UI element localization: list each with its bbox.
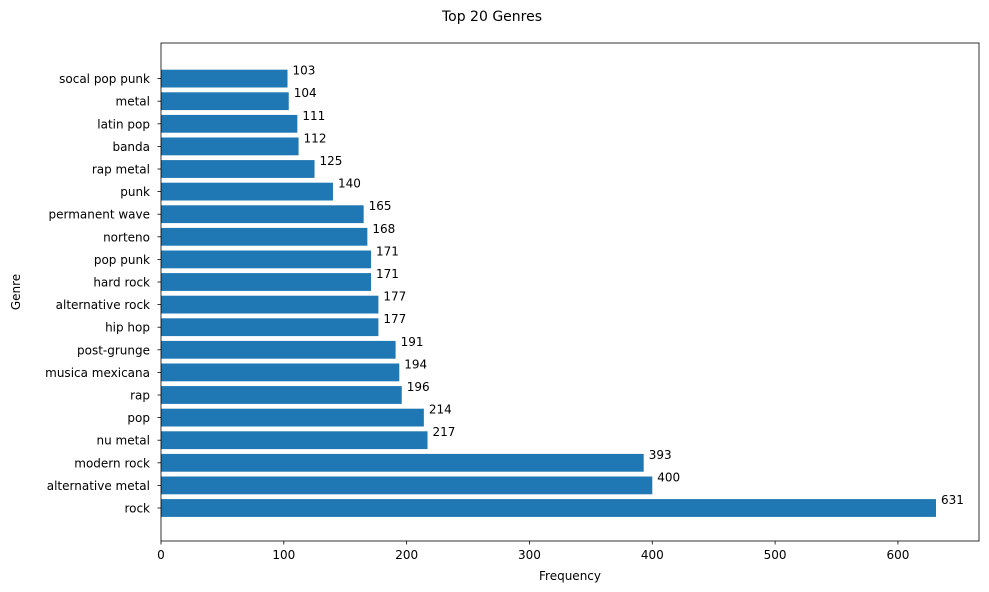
bar-value-label: 165 [369,199,392,213]
bar-value-label: 194 [404,357,427,371]
y-tick-label: latin pop [97,117,150,131]
y-tick-label: rock [124,502,150,516]
plot-frame [160,42,980,542]
bar [161,386,402,404]
y-tick-label: pop punk [94,253,150,267]
bars-layer [161,69,937,517]
bar [161,137,299,156]
bar [161,453,644,472]
bar [161,69,288,88]
bar-value-label: 191 [401,335,424,349]
bar-value-label: 140 [338,177,361,191]
y-tick-label: alternative rock [56,298,150,312]
x-axis-label: Frequency [539,569,601,583]
bar-value-label: 214 [429,403,452,417]
bar-value-label: 631 [941,493,964,507]
bar [161,273,372,291]
bar [161,499,937,517]
bar [161,295,379,314]
bar-value-label: 196 [407,380,430,394]
x-tick-label: 100 [272,548,295,562]
value-labels-layer: 631 400 393 217 214 196 194 191 177 177 171 171 168 1… [293,64,964,507]
bar-value-label: 217 [433,425,456,439]
y-tick-label: nu metal [97,434,151,448]
y-tick-label: hip hop [105,321,150,335]
y-tick-label: modern rock [74,456,150,470]
bar-value-label: 177 [383,312,406,326]
bar [161,92,289,111]
y-tick-label: alternative metal [47,479,150,493]
y-tick-label: rap [130,389,150,403]
bar-value-label: 111 [302,109,325,123]
y-tick-label: pop [127,411,150,425]
x-tick-label: 200 [395,548,418,562]
y-tick-label: musica mexicana [45,366,150,380]
x-tick-label: 300 [518,548,541,562]
y-tick-label: rap metal [92,163,150,177]
y-tick-label: hard rock [93,276,150,290]
bar [161,160,315,178]
bar-value-label: 177 [383,290,406,304]
bar-value-label: 171 [376,244,399,258]
y-tick-label: norteno [103,230,150,244]
bar-value-label: 171 [376,267,399,281]
bar [161,363,400,382]
y-tick-label: banda [112,140,150,154]
bar [161,250,372,269]
x-tick-label: 400 [641,548,664,562]
bar [161,476,653,495]
x-tick-label: 600 [886,548,909,562]
x-axis-ticks: 0 100 200 300 400 500 600 [157,541,909,562]
bar [161,114,298,133]
bar [161,205,364,224]
y-tick-label: metal [116,95,150,109]
bar [161,318,379,337]
y-tick-label: permanent wave [48,208,150,222]
chart-title: Top 20 Genres [441,9,542,25]
bar-value-label: 168 [372,222,395,236]
y-tick-label: socal pop punk [59,72,150,86]
y-tick-label: punk [120,185,150,199]
y-axis-label: Genre [9,274,23,310]
bar [161,227,368,246]
x-tick-label: 0 [157,548,165,562]
bar-value-label: 125 [320,154,343,168]
bar-value-label: 112 [304,131,327,145]
bar-value-label: 104 [294,86,317,100]
bar [161,408,424,427]
bar [161,340,396,359]
y-tick-label: post-grunge [77,343,150,357]
bar-value-label: 400 [657,470,680,484]
bar [161,182,333,201]
x-tick-label: 500 [764,548,787,562]
bar [161,431,428,450]
bar-value-label: 393 [649,448,672,462]
y-axis-ticks: rock alternative metal modern rock nu metal… [45,72,161,516]
bar-value-label: 103 [293,64,316,78]
